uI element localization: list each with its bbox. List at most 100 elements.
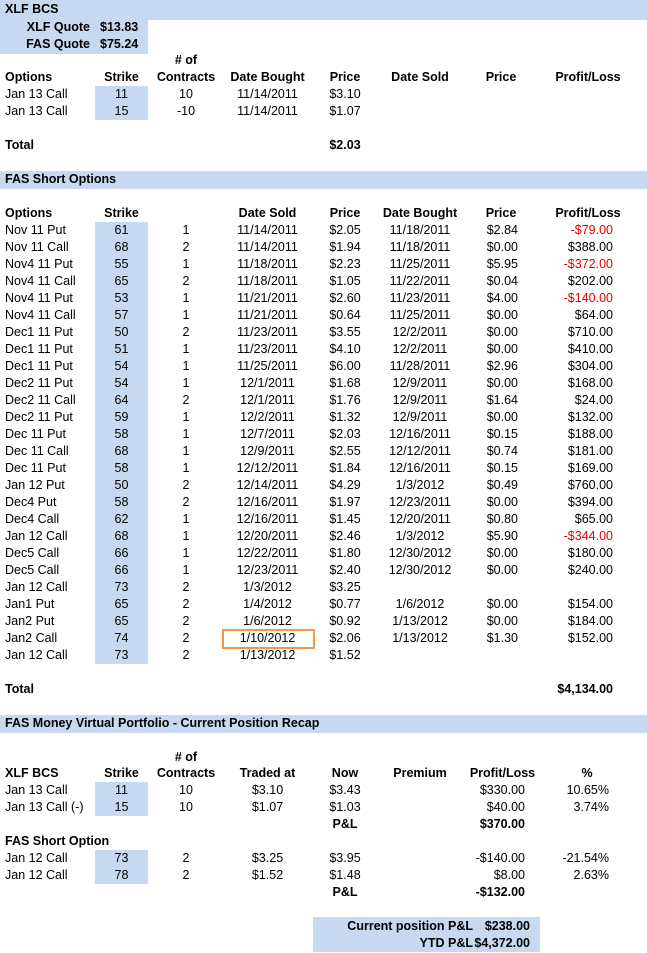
- table-cell: 2: [182, 580, 190, 594]
- table-cell: 2: [182, 631, 190, 645]
- table-cell: $1.32: [329, 410, 361, 424]
- table-cell: 12/23/2011: [236, 563, 299, 577]
- table-cell: 1: [182, 512, 190, 526]
- table-cell: -$344.00: [563, 529, 613, 543]
- table-cell: $0.92: [329, 614, 361, 628]
- table-cell: 1: [182, 359, 190, 373]
- table-cell: $3.95: [329, 851, 361, 865]
- table-cell: $1.80: [329, 546, 361, 560]
- strike-background: [95, 782, 148, 799]
- table-cell: 51: [114, 342, 129, 356]
- table-cell: $0.00: [486, 308, 518, 322]
- table-cell: 1/13/2012: [392, 614, 448, 628]
- strike-background: [95, 613, 148, 630]
- table-cell: 2: [182, 614, 190, 628]
- table-cell: $2.60: [329, 291, 361, 305]
- table-cell: Jan 12 Call: [5, 868, 68, 882]
- column-header: Contracts: [156, 70, 216, 84]
- table-cell: 11/14/2011: [237, 87, 298, 101]
- section-band: [0, 171, 647, 189]
- table-cell: $0.00: [486, 563, 518, 577]
- column-header: Traded at: [239, 766, 296, 780]
- table-cell: 12/30/2012: [388, 563, 452, 577]
- strike-background: [95, 630, 148, 647]
- table-cell: $0.00: [486, 240, 518, 254]
- strike-background: [95, 409, 148, 426]
- table-cell: 58: [114, 495, 129, 509]
- strike-background: [95, 324, 148, 341]
- column-header: Strike: [104, 206, 139, 220]
- table-cell: $181.00: [567, 444, 613, 458]
- table-cell: Nov4 11 Call: [5, 274, 76, 288]
- table-cell: 1: [182, 308, 190, 322]
- table-cell: 12/9/2011: [392, 376, 448, 390]
- table-cell: 2: [182, 851, 190, 865]
- table-cell: Jan 13 Call: [5, 87, 68, 101]
- column-header: Contracts: [156, 766, 216, 780]
- table-cell: $6.00: [329, 359, 361, 373]
- table-cell: 1: [182, 546, 190, 560]
- table-cell: 65: [114, 614, 129, 628]
- table-cell: $3.25: [251, 851, 284, 865]
- table-cell: 55: [114, 257, 129, 271]
- table-cell: 58: [114, 461, 129, 475]
- table-cell: 2: [182, 648, 190, 662]
- table-cell: 1: [182, 342, 190, 356]
- table-cell: $394.00: [567, 495, 613, 509]
- table-cell: 1: [182, 461, 190, 475]
- table-cell: $410.00: [567, 342, 613, 356]
- table-cell: 2: [182, 240, 190, 254]
- table-cell: 68: [114, 444, 129, 458]
- table-cell: $1.05: [329, 274, 361, 288]
- table-cell: 10: [179, 783, 193, 797]
- table-cell: $2.55: [329, 444, 361, 458]
- table-cell: 54: [114, 376, 129, 390]
- table-cell: $8.00: [493, 868, 525, 882]
- table-cell: $1.94: [329, 240, 361, 254]
- table-cell: $5.95: [486, 257, 518, 271]
- total-label: Total: [5, 682, 34, 696]
- strike-background: [95, 443, 148, 460]
- table-cell: $1.03: [329, 800, 361, 814]
- table-cell: 12/23/2011: [389, 495, 451, 509]
- column-header: Now: [331, 766, 359, 780]
- table-cell: Dec4 Put: [5, 495, 57, 509]
- table-cell: 2: [182, 393, 190, 407]
- table-cell: 66: [114, 563, 129, 577]
- table-cell: -21.54%: [562, 851, 609, 865]
- table-cell: 12/1/2011: [240, 376, 295, 390]
- table-cell: 61: [114, 223, 129, 237]
- table-cell: $1.45: [329, 512, 361, 526]
- table-cell: $0.00: [486, 614, 518, 628]
- table-cell: 64: [114, 393, 129, 407]
- table-cell: 2.63%: [573, 868, 609, 882]
- table-cell: Nov4 11 Put: [5, 257, 73, 271]
- column-header: Date Bought: [230, 70, 305, 84]
- table-cell: $0.77: [329, 597, 361, 611]
- quote-value: $13.83: [100, 20, 139, 34]
- table-cell: 54: [114, 359, 129, 373]
- section-title: XLF BCS: [5, 2, 59, 16]
- column-header: Price: [329, 70, 361, 84]
- table-cell: $2.06: [329, 631, 361, 645]
- strike-background: [95, 392, 148, 409]
- table-cell: $0.00: [486, 342, 518, 356]
- table-cell: 11/14/2011: [237, 104, 298, 118]
- strike-background: [95, 494, 148, 511]
- column-header: Profit/Loss: [469, 766, 536, 780]
- table-cell: Jan 13 Call: [5, 104, 68, 118]
- table-cell: $132.00: [567, 410, 613, 424]
- table-cell: 15: [114, 104, 129, 118]
- table-cell: 12/16/2011: [236, 512, 299, 526]
- table-cell: $0.74: [486, 444, 518, 458]
- table-cell: 53: [114, 291, 129, 305]
- table-cell: $0.64: [329, 308, 361, 322]
- strike-background: [95, 545, 148, 562]
- strike-background: [95, 358, 148, 375]
- section-band: [0, 0, 647, 20]
- table-cell: $2.96: [486, 359, 518, 373]
- column-header: Date Sold: [391, 70, 449, 84]
- strike-background: [95, 460, 148, 477]
- table-cell: Dec2 11 Call: [5, 393, 76, 407]
- table-cell: 2: [182, 274, 190, 288]
